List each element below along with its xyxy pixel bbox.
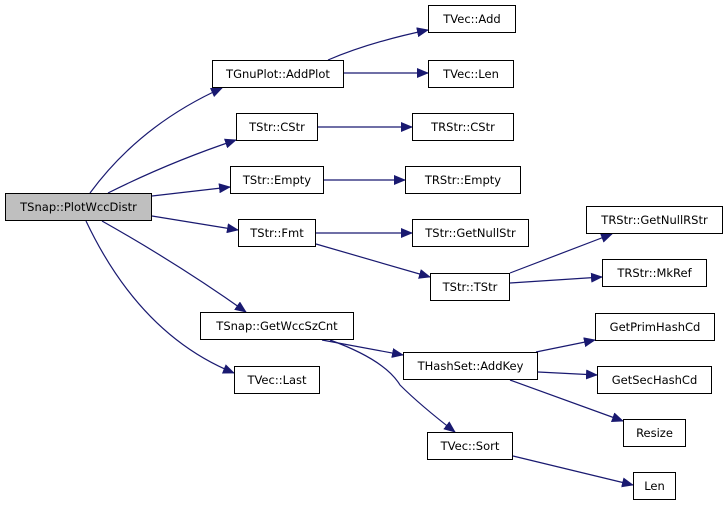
node-trstr-empty[interactable]: TRStr::Empty (405, 166, 521, 194)
node-tstr-fmt[interactable]: TStr::Fmt (238, 219, 316, 247)
node-trstr-getnullrstr[interactable]: TRStr::GetNullRStr (586, 206, 723, 234)
node-trstr-cstr[interactable]: TRStr::CStr (412, 113, 514, 141)
edge-tstr_tstr-to-trstr_getnullrstr (509, 233, 613, 274)
edge-plotwccdistr-to-tvec_last (85, 220, 235, 374)
node-tvec-last[interactable]: TVec::Last (234, 366, 320, 394)
node-tvec-add[interactable]: TVec::Add (428, 5, 516, 33)
edge-hashset_addkey-to-getprimhashcd (535, 337, 596, 353)
node-len[interactable]: Len (633, 472, 676, 500)
edge-hashset_addkey-to-resize (509, 379, 624, 422)
node-hashset-addkey[interactable]: THashSet::AddKey (403, 352, 538, 380)
edge-plotwccdistr-to-tstr_fmt (151, 215, 239, 234)
node-resize[interactable]: Resize (623, 419, 686, 447)
edge-tstr_tstr-to-trstr_mkref (509, 272, 603, 284)
node-getsechashcd[interactable]: GetSecHashCd (597, 366, 712, 394)
node-getwccszcnt[interactable]: TSnap::GetWccSzCnt (200, 312, 354, 340)
node-trstr-mkref[interactable]: TRStr::MkRef (602, 259, 707, 287)
edge-addplot-to-tvec_add (327, 27, 429, 61)
node-tstr-tstr[interactable]: TStr::TStr (430, 273, 510, 301)
node-tstr-getnullstr[interactable]: TStr::GetNullStr (412, 219, 529, 247)
edge-tstr_fmt-to-tstr_tstr (315, 243, 431, 279)
edge-plotwccdistr-to-getwccszcnt (101, 220, 247, 313)
node-plotwccdistr[interactable]: TSnap::PlotWccDistr (5, 193, 152, 221)
node-addplot[interactable]: TGnuPlot::AddPlot (212, 60, 344, 88)
edge-getwccszcnt-to-tvec_sort (329, 339, 456, 433)
edge-plotwccdistr-to-addplot (89, 87, 223, 194)
edge-hashset_addkey-to-getsechashcd (537, 369, 598, 380)
node-tstr-empty[interactable]: TStr::Empty (230, 166, 324, 194)
node-tstr-cstr[interactable]: TStr::CStr (236, 113, 318, 141)
edge-getwccszcnt-to-hashset_addkey (321, 339, 404, 358)
node-getprimhashcd[interactable]: GetPrimHashCd (595, 313, 715, 341)
node-tvec-sort[interactable]: TVec::Sort (427, 432, 513, 460)
edge-plotwccdistr-to-tstr_cstr (107, 138, 237, 194)
node-tvec-len[interactable]: TVec::Len (428, 60, 514, 88)
edge-plotwccdistr-to-tstr_empty (151, 183, 231, 197)
edge-tvec_sort-to-len (512, 455, 634, 488)
